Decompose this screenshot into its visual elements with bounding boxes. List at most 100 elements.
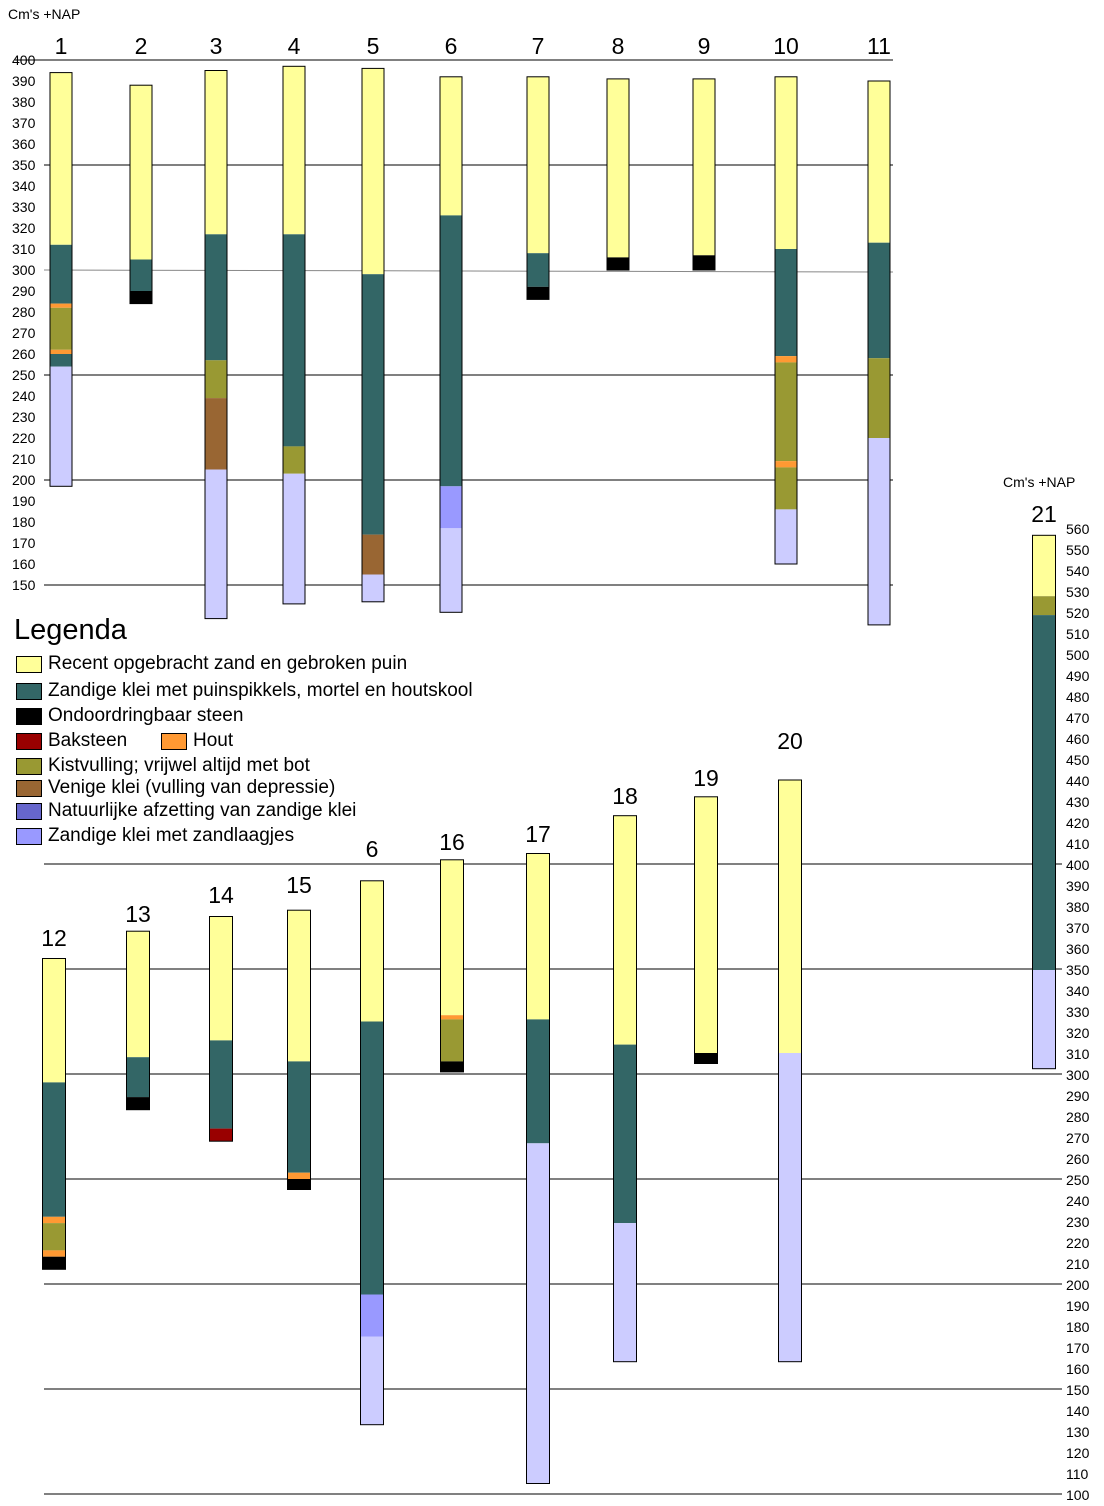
legend-swatch: [16, 779, 42, 797]
layer-kist: [50, 307, 72, 350]
borehole-number: 5: [367, 33, 380, 59]
axis-tick-label: 500: [1066, 647, 1090, 663]
borehole-number: 9: [698, 33, 711, 59]
axis-tick-label: 370: [1066, 920, 1090, 936]
axis-tick-label: 290: [1066, 1088, 1090, 1104]
layer-basis: [775, 509, 797, 564]
axis-tick-label: 290: [12, 283, 36, 299]
layer-zand: [693, 78, 715, 256]
borehole-outline: [440, 859, 464, 1073]
layer-steen: [694, 1053, 718, 1064]
axis-tick-label: 530: [1066, 584, 1090, 600]
layer-steen: [126, 1097, 150, 1110]
layer-hout: [50, 303, 72, 308]
layer-basis: [360, 1336, 384, 1425]
layer-klei: [130, 259, 152, 291]
axis-tick-label: 220: [1066, 1235, 1090, 1251]
legend-label: Ondoordringbaar steen: [48, 705, 244, 726]
legend-swatch: [16, 655, 42, 673]
axis-tick-label: 550: [1066, 542, 1090, 558]
layer-basis: [283, 473, 305, 604]
axis-tick-label: 470: [1066, 710, 1090, 726]
layer-klei: [283, 234, 305, 447]
layer-zand: [694, 796, 718, 1053]
axis-tick-label: 490: [1066, 668, 1090, 684]
legend-label: Natuurlijke afzetting van zandige klei: [48, 800, 357, 821]
axis-tick-label: 510: [1066, 626, 1090, 642]
axis-tick-label: 150: [12, 577, 36, 593]
layer-kist: [440, 1019, 464, 1062]
layer-klei: [868, 242, 890, 359]
axis-tick-label: 320: [1066, 1025, 1090, 1041]
layer-klei: [205, 234, 227, 361]
layer-klei: [50, 354, 72, 367]
borehole-outline: [1032, 534, 1056, 1070]
legend-label: Zandige klei met zandlaagjes: [48, 825, 295, 846]
axis-label-top: Cm's +NAP: [8, 6, 81, 22]
borehole-number: 16: [439, 829, 465, 855]
axis-tick-label: 170: [1066, 1340, 1090, 1356]
layer-zand: [42, 958, 66, 1083]
layer-zand: [1032, 535, 1056, 597]
axis-tick-label: 410: [1066, 836, 1090, 852]
axis-tick-label: 440: [1066, 773, 1090, 789]
legend-label: Hout: [193, 730, 234, 751]
borehole-outline: [439, 76, 463, 613]
legend-item-hout: Hout: [161, 730, 233, 752]
layer-klei: [1032, 615, 1056, 970]
axis-tick-label: 400: [1066, 857, 1090, 873]
layer-zand: [205, 70, 227, 235]
layer-basis: [613, 1223, 637, 1362]
axis-tick-label: 270: [1066, 1130, 1090, 1146]
layer-steen: [527, 286, 549, 300]
axis-tick-label: 540: [1066, 563, 1090, 579]
borehole-outline: [287, 909, 311, 1190]
borehole-number: 10: [773, 33, 799, 59]
legend-label: Zandige klei met puinspikkels, mortel en…: [48, 680, 473, 701]
legend-swatch: [16, 707, 42, 725]
layer-zand: [440, 859, 464, 1016]
axis-tick-label: 370: [12, 115, 36, 131]
axis-tick-label: 250: [1066, 1172, 1090, 1188]
borehole-number: 7: [532, 33, 545, 59]
layer-klei: [126, 1057, 150, 1098]
borehole-outline: [613, 815, 637, 1363]
layer-klei: [440, 215, 462, 487]
axis-tick-label: 360: [1066, 941, 1090, 957]
axis-tick-label: 340: [12, 178, 36, 194]
axis-tick-label: 220: [12, 430, 36, 446]
layer-zand: [130, 85, 152, 260]
borehole-number: 15: [286, 872, 312, 898]
axis-label-right: Cm's +NAP: [1003, 474, 1076, 490]
axis-tick-label: 240: [12, 388, 36, 404]
legend-item-zand: Recent opgebracht zand en gebroken puin: [16, 653, 407, 675]
layer-baksteen: [209, 1128, 233, 1142]
axis-tick-label: 320: [12, 220, 36, 236]
axis-tick-label: 520: [1066, 605, 1090, 621]
layer-zand: [287, 910, 311, 1062]
axis-tick-label: 130: [1066, 1424, 1090, 1440]
layer-basis: [50, 366, 72, 487]
axis-tick-label: 460: [1066, 731, 1090, 747]
axis-tick-label: 350: [1066, 962, 1090, 978]
layer-zand: [50, 72, 72, 245]
axis-tick-label: 200: [1066, 1277, 1090, 1293]
layer-basis: [205, 469, 227, 619]
borehole-outline: [361, 67, 385, 603]
axis-tick-label: 160: [12, 556, 36, 572]
axis-tick-label: 210: [12, 451, 36, 467]
borehole-number: 14: [208, 882, 234, 908]
axis-tick-label: 280: [12, 304, 36, 320]
layer-zand: [778, 780, 802, 1053]
borehole-number: 6: [366, 836, 379, 862]
layer-kist: [775, 362, 797, 462]
axis-tick-label: 260: [12, 346, 36, 362]
layer-klei: [362, 274, 384, 535]
layer-zand: [775, 76, 797, 249]
layer-hout: [775, 461, 797, 468]
layer-natuur: [360, 1294, 384, 1337]
axis-tick-label: 260: [1066, 1151, 1090, 1167]
layer-steen: [440, 1061, 464, 1072]
layer-venig: [362, 534, 384, 575]
